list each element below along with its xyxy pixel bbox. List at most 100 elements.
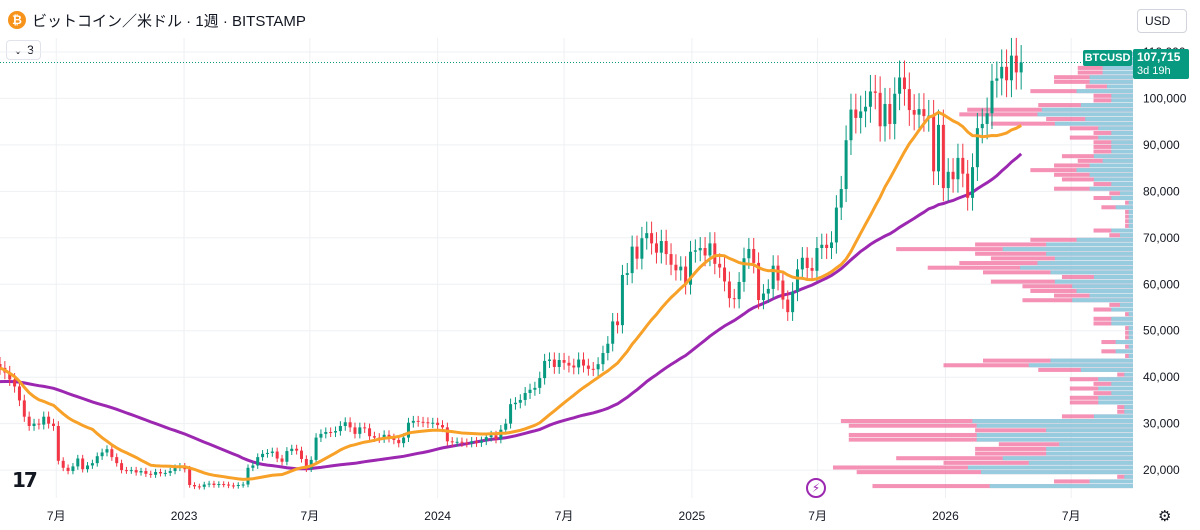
volume-profile-bar-up [1098, 126, 1133, 131]
last-price-value: 107,715 [1137, 50, 1181, 64]
candle-body [936, 124, 941, 172]
candle-body [440, 425, 445, 428]
time-axis: 7月 2023 7月 2024 7月 2025 7月 2026 7月 [47, 509, 1081, 523]
candle-body [421, 421, 425, 423]
candle-body [742, 258, 746, 282]
volume-profile-bar-up [1028, 460, 1133, 465]
candle-body [8, 372, 12, 380]
candles [0, 37, 1023, 490]
candle-body [727, 281, 731, 299]
candle-body [197, 486, 201, 488]
candle-body [518, 399, 522, 403]
volume-profile-bar-up [1093, 177, 1133, 182]
price-tick-label: 30,000 [1143, 417, 1180, 431]
gear-icon[interactable]: ⚙ [1158, 508, 1172, 525]
candle-body [222, 484, 226, 486]
candle-body [406, 422, 410, 438]
candle-body [348, 422, 352, 428]
candle-body [674, 264, 678, 271]
candle-body [1019, 62, 1023, 73]
candle-body [898, 77, 902, 94]
candle-body [820, 244, 824, 249]
tradingview-logo-icon[interactable]: 17 [12, 468, 38, 492]
candle-body [844, 140, 848, 190]
volume-profile-bar-up [1128, 219, 1133, 224]
candle-body [562, 360, 566, 363]
candle-body [455, 441, 459, 443]
time-tick-label: 7月 [47, 509, 66, 523]
candle-body [32, 423, 36, 426]
candle-body [917, 109, 921, 115]
volume-profile-bar-up [1080, 103, 1133, 108]
candle-body [815, 248, 819, 271]
volume-profile-bar-up [1111, 130, 1133, 135]
volume-profile-bar-up [1072, 284, 1133, 289]
candle-body [227, 484, 231, 486]
volume-profile-bar-up [1037, 112, 1133, 117]
volume-profile-bar-up [1128, 223, 1133, 228]
chart-title[interactable]: ビットコイン／米ドル · 1週 · BITSTAMP [32, 12, 306, 30]
candle-body [951, 171, 955, 180]
candle-body [129, 470, 133, 472]
candle-body [718, 263, 722, 268]
candle-body [192, 484, 197, 487]
volume-profile-bar-up [1111, 140, 1133, 145]
volume-profile-bar-up [1128, 200, 1133, 205]
candle-body [645, 233, 649, 239]
volume-profile-bar-up [1111, 391, 1133, 396]
candle-body [382, 434, 386, 439]
chevron-down-icon: ⌄ [13, 43, 24, 57]
volume-profile-bar-up [1128, 353, 1133, 359]
volume-profile-bar-up [1080, 367, 1133, 372]
candle-body [231, 485, 235, 487]
candle-body [494, 435, 498, 439]
candle-body [353, 427, 357, 434]
candle-body [523, 392, 527, 400]
volume-profile-bar-up [1089, 172, 1133, 177]
candle-body [800, 257, 804, 270]
candle-body [752, 248, 756, 263]
candle-body [586, 365, 590, 369]
candle-body [737, 281, 741, 300]
candle-body [358, 427, 362, 434]
volume-profile-bar-up [1046, 428, 1133, 433]
candle-body [557, 360, 561, 367]
volume-profile-bar-up [1111, 316, 1133, 321]
volume-profile-bar-up [1119, 191, 1133, 196]
candle-body [144, 471, 148, 474]
time-tick-label: 2023 [171, 509, 198, 523]
volume-profile-bar-up [1089, 75, 1133, 80]
volume-profile-bar-up [1098, 377, 1133, 382]
price-tick-label: 50,000 [1143, 324, 1180, 338]
candle-body [431, 422, 435, 424]
candle-body [42, 416, 46, 425]
volume-profile-bar-up [1076, 237, 1133, 242]
candle-body [552, 359, 556, 367]
volume-profile-bar-up [1124, 474, 1133, 479]
candle-body [217, 484, 221, 486]
candle-body [202, 484, 206, 487]
candle-body [864, 106, 868, 112]
volume-profile-bar-up [1098, 395, 1133, 400]
volume-profile-bar-up [1115, 349, 1133, 354]
volume-profile-bar-up [1089, 79, 1133, 84]
indicators-toggle-button[interactable]: ⌄ 3 [6, 40, 41, 60]
volume-profile-bar-up [976, 432, 1133, 437]
volume-profile-bar-up [976, 437, 1133, 442]
volume-profile-bar-up [976, 423, 1133, 428]
candle-body [372, 436, 376, 438]
volume-profile-bar-up [1054, 256, 1133, 261]
candle-body [329, 432, 333, 434]
currency-selector-button[interactable]: USD [1137, 9, 1187, 33]
candle-body [825, 244, 829, 249]
volume-profile-bar-up [1111, 228, 1133, 233]
candle-body [781, 280, 785, 300]
candle-body [61, 460, 65, 468]
lightning-icon[interactable]: ⚡ [806, 478, 826, 498]
candle-body [0, 363, 2, 368]
time-tick-label: 7月 [300, 509, 319, 523]
ma-slow-line [0, 152, 1023, 471]
candle-body [786, 299, 790, 313]
price-tick-label: 40,000 [1143, 370, 1180, 384]
